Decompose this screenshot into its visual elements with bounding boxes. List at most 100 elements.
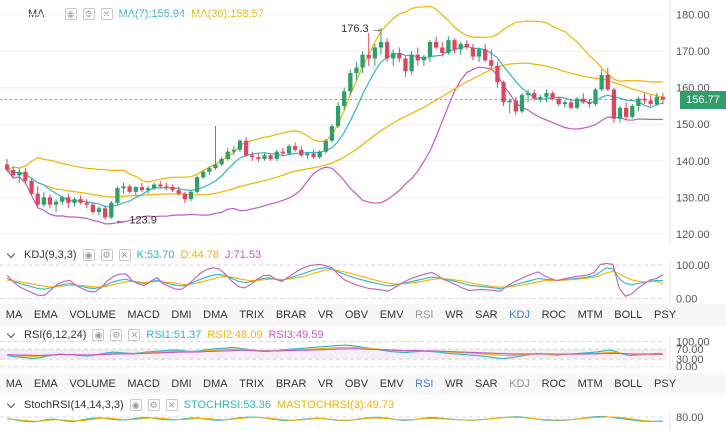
candle-body xyxy=(268,155,273,159)
kdj-legend-name: KDJ(9,3,3) xyxy=(24,249,77,261)
ma7-value: MA(7):155.94 xyxy=(118,8,186,20)
tab-ma[interactable]: MA xyxy=(5,378,23,390)
candle-body xyxy=(470,47,476,57)
candle-body xyxy=(243,140,249,156)
tab-trix[interactable]: TRIX xyxy=(239,309,265,321)
candle-body xyxy=(562,102,568,105)
candle-body xyxy=(464,43,469,48)
candle-body xyxy=(139,187,145,191)
candle-body xyxy=(250,155,255,158)
settings-gear-icon[interactable]: ⚙ xyxy=(82,8,95,20)
tab-trix[interactable]: TRIX xyxy=(239,378,265,390)
kdj-d-value: D:44.78 xyxy=(180,249,220,261)
candle-body xyxy=(299,149,304,156)
candle-body xyxy=(152,184,157,189)
y-axis-tick: 30.00 xyxy=(676,354,704,366)
candle-body xyxy=(384,42,390,59)
visibility-eye-icon[interactable]: ◉ xyxy=(129,399,142,411)
candle-body xyxy=(293,146,298,150)
candle-body xyxy=(636,98,641,106)
candle-body xyxy=(593,89,598,105)
tab-dmi[interactable]: DMI xyxy=(171,309,192,321)
close-icon[interactable]: ✕ xyxy=(100,8,113,20)
tab-roc[interactable]: ROC xyxy=(541,309,567,321)
collapse-chevron-icon[interactable] xyxy=(6,249,16,258)
tab-mtm[interactable]: MTM xyxy=(577,378,603,390)
tab-psy[interactable]: PSY xyxy=(654,309,677,321)
candle-body xyxy=(660,96,666,100)
candle-body xyxy=(133,187,138,192)
candle-body xyxy=(372,47,377,59)
tab-psy[interactable]: PSY xyxy=(654,378,677,390)
visibility-eye-icon[interactable]: ◉ xyxy=(92,329,105,341)
candle-body xyxy=(366,54,371,59)
candle-body xyxy=(538,96,543,99)
candle-body xyxy=(654,96,659,105)
tab-macd[interactable]: MACD xyxy=(127,378,160,390)
tab-volume[interactable]: VOLUME xyxy=(69,378,116,390)
kdj-chart[interactable]: 100.00 0.00 xyxy=(0,258,726,304)
rsi-legend: RSI(6,12,24) ◉ ⚙ ✕ RSI1:51.37 RSI2:48.09… xyxy=(6,324,324,346)
tab-kdj[interactable]: KDJ xyxy=(509,378,530,390)
tab-ma[interactable]: MA xyxy=(5,309,23,321)
tab-ema[interactable]: EMA xyxy=(33,309,58,321)
tab-boll[interactable]: BOLL xyxy=(614,309,643,321)
candle-body xyxy=(501,82,506,103)
settings-gear-icon[interactable]: ⚙ xyxy=(100,249,113,261)
candle-body xyxy=(286,146,292,154)
tab-vr[interactable]: VR xyxy=(318,378,334,390)
tab-sar[interactable]: SAR xyxy=(475,309,498,321)
tab-sar[interactable]: SAR xyxy=(475,378,498,390)
candle-body xyxy=(4,164,10,170)
tab-kdj[interactable]: KDJ xyxy=(509,309,530,321)
tab-dma[interactable]: DMA xyxy=(203,309,228,321)
tab-rsi[interactable]: RSI xyxy=(415,378,434,390)
tab-roc[interactable]: ROC xyxy=(541,378,567,390)
visibility-eye-icon[interactable]: ◉ xyxy=(82,249,95,261)
tab-dmi[interactable]: DMI xyxy=(171,378,192,390)
candle-body xyxy=(568,102,574,108)
stochrsi-value: STOCHRSI:53.36 xyxy=(183,399,271,411)
y-axis-tick: 170.00 xyxy=(676,46,710,58)
visibility-eye-icon[interactable]: ◉ xyxy=(64,8,77,20)
candle-body xyxy=(23,171,28,181)
tab-mtm[interactable]: MTM xyxy=(577,309,603,321)
tab-dma[interactable]: DMA xyxy=(203,378,228,390)
tab-wr[interactable]: WR xyxy=(445,309,464,321)
close-icon[interactable]: ✕ xyxy=(118,249,131,261)
tab-boll[interactable]: BOLL xyxy=(614,378,643,390)
settings-gear-icon[interactable]: ⚙ xyxy=(147,399,160,411)
j-line xyxy=(6,262,664,297)
collapse-chevron-icon[interactable] xyxy=(6,399,16,408)
candle-body xyxy=(495,65,500,83)
candle-body xyxy=(188,191,194,200)
candle-body xyxy=(348,73,353,92)
tab-rsi[interactable]: RSI xyxy=(415,309,434,321)
close-icon[interactable]: ✕ xyxy=(165,399,178,411)
candle-body xyxy=(213,164,218,169)
tab-vr[interactable]: VR xyxy=(318,309,334,321)
kdj-j-value: J:71.53 xyxy=(225,249,262,261)
candle-body xyxy=(274,151,279,159)
candle-body xyxy=(96,208,102,212)
tab-obv[interactable]: OBV xyxy=(344,309,369,321)
stochrsi-chart[interactable]: 80.00 xyxy=(0,412,726,431)
tab-macd[interactable]: MACD xyxy=(127,309,160,321)
tab-obv[interactable]: OBV xyxy=(344,378,369,390)
candle-body xyxy=(317,151,322,158)
candlestick-chart[interactable]: 180.00170.00160.00150.00140.00130.00120.… xyxy=(0,0,726,245)
candle-body xyxy=(624,107,629,117)
tab-volume[interactable]: VOLUME xyxy=(69,309,116,321)
tab-brar[interactable]: BRAR xyxy=(275,378,307,390)
candle-body xyxy=(525,93,531,96)
tab-emv[interactable]: EMV xyxy=(379,309,404,321)
tab-wr[interactable]: WR xyxy=(445,378,464,390)
tab-ema[interactable]: EMA xyxy=(33,378,58,390)
tab-emv[interactable]: EMV xyxy=(379,378,404,390)
tab-brar[interactable]: BRAR xyxy=(275,309,307,321)
close-icon[interactable]: ✕ xyxy=(128,329,141,341)
settings-gear-icon[interactable]: ⚙ xyxy=(110,329,123,341)
candle-body xyxy=(415,54,420,61)
candle-body xyxy=(127,186,132,192)
